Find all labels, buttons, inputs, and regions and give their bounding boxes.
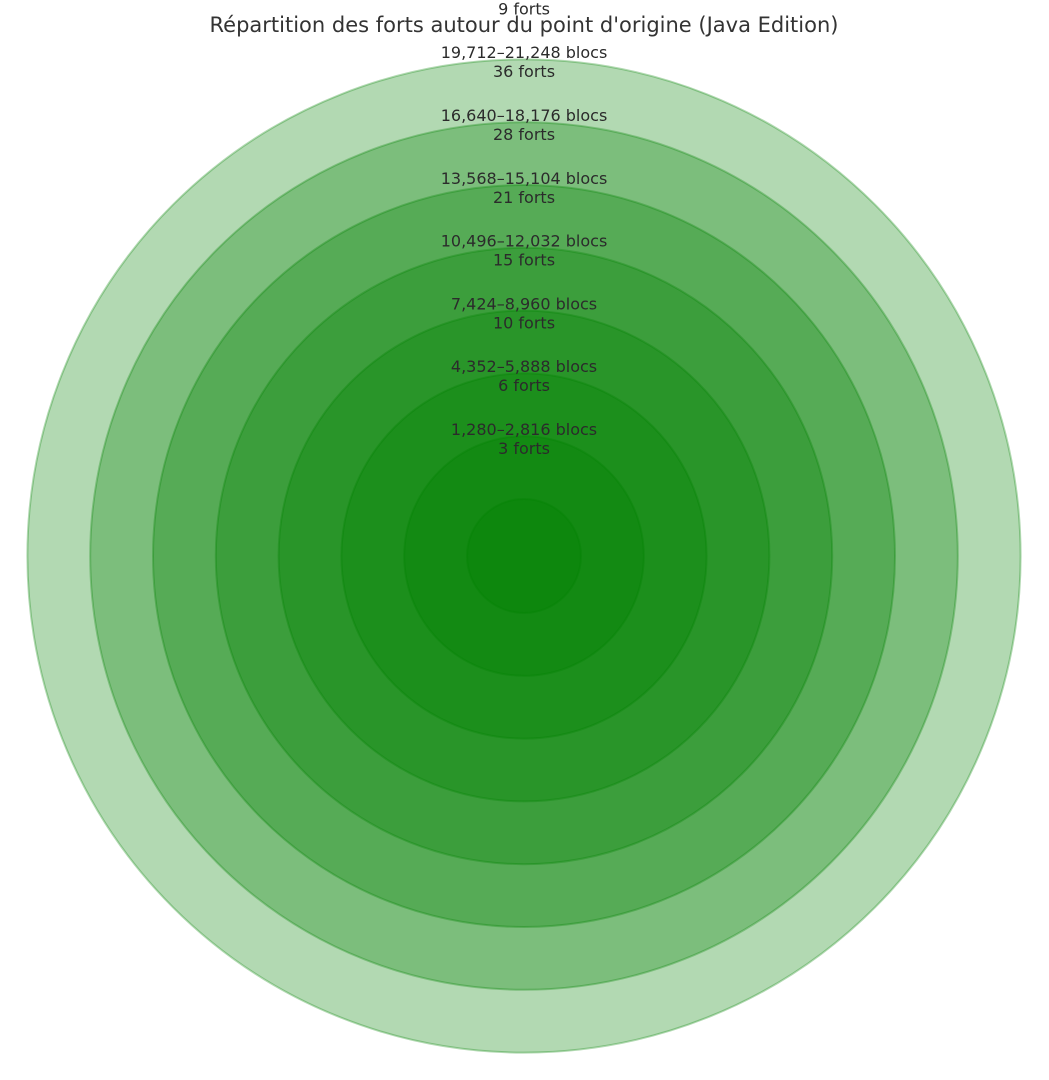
ring-8-forts-label: 9 forts [498,0,550,18]
ring-3-forts-label: 10 forts [493,313,555,332]
chart-title: Répartition des forts autour du point d'… [210,13,839,37]
ring-1 [466,498,582,614]
ring-7-range-label: 19,712–21,248 blocs [441,43,608,62]
ring-2-forts-label: 6 forts [498,376,550,395]
ring-7 [89,121,959,991]
ring-7-forts-label: 36 forts [493,62,555,81]
ring-4-range-label: 10,496–12,032 blocs [441,232,608,251]
ring-8 [26,58,1022,1054]
ring-3 [340,372,708,740]
ring-1-forts-label: 3 forts [498,439,550,458]
rings-group [26,58,1022,1054]
ring-6-forts-label: 28 forts [493,125,555,144]
ring-6 [152,184,896,928]
ring-3-range-label: 7,424–8,960 blocs [451,294,597,313]
ring-1-range-label: 1,280–2,816 blocs [451,420,597,439]
ring-4-forts-label: 15 forts [493,251,555,270]
ring-4 [277,309,771,803]
ring-5-forts-label: 21 forts [493,188,555,207]
ring-5-range-label: 13,568–15,104 blocs [441,169,608,188]
ring-5 [214,246,834,866]
ring-6-range-label: 16,640–18,176 blocs [441,106,608,125]
ring-2 [403,435,645,677]
ring-2-range-label: 4,352–5,888 blocs [451,357,597,376]
